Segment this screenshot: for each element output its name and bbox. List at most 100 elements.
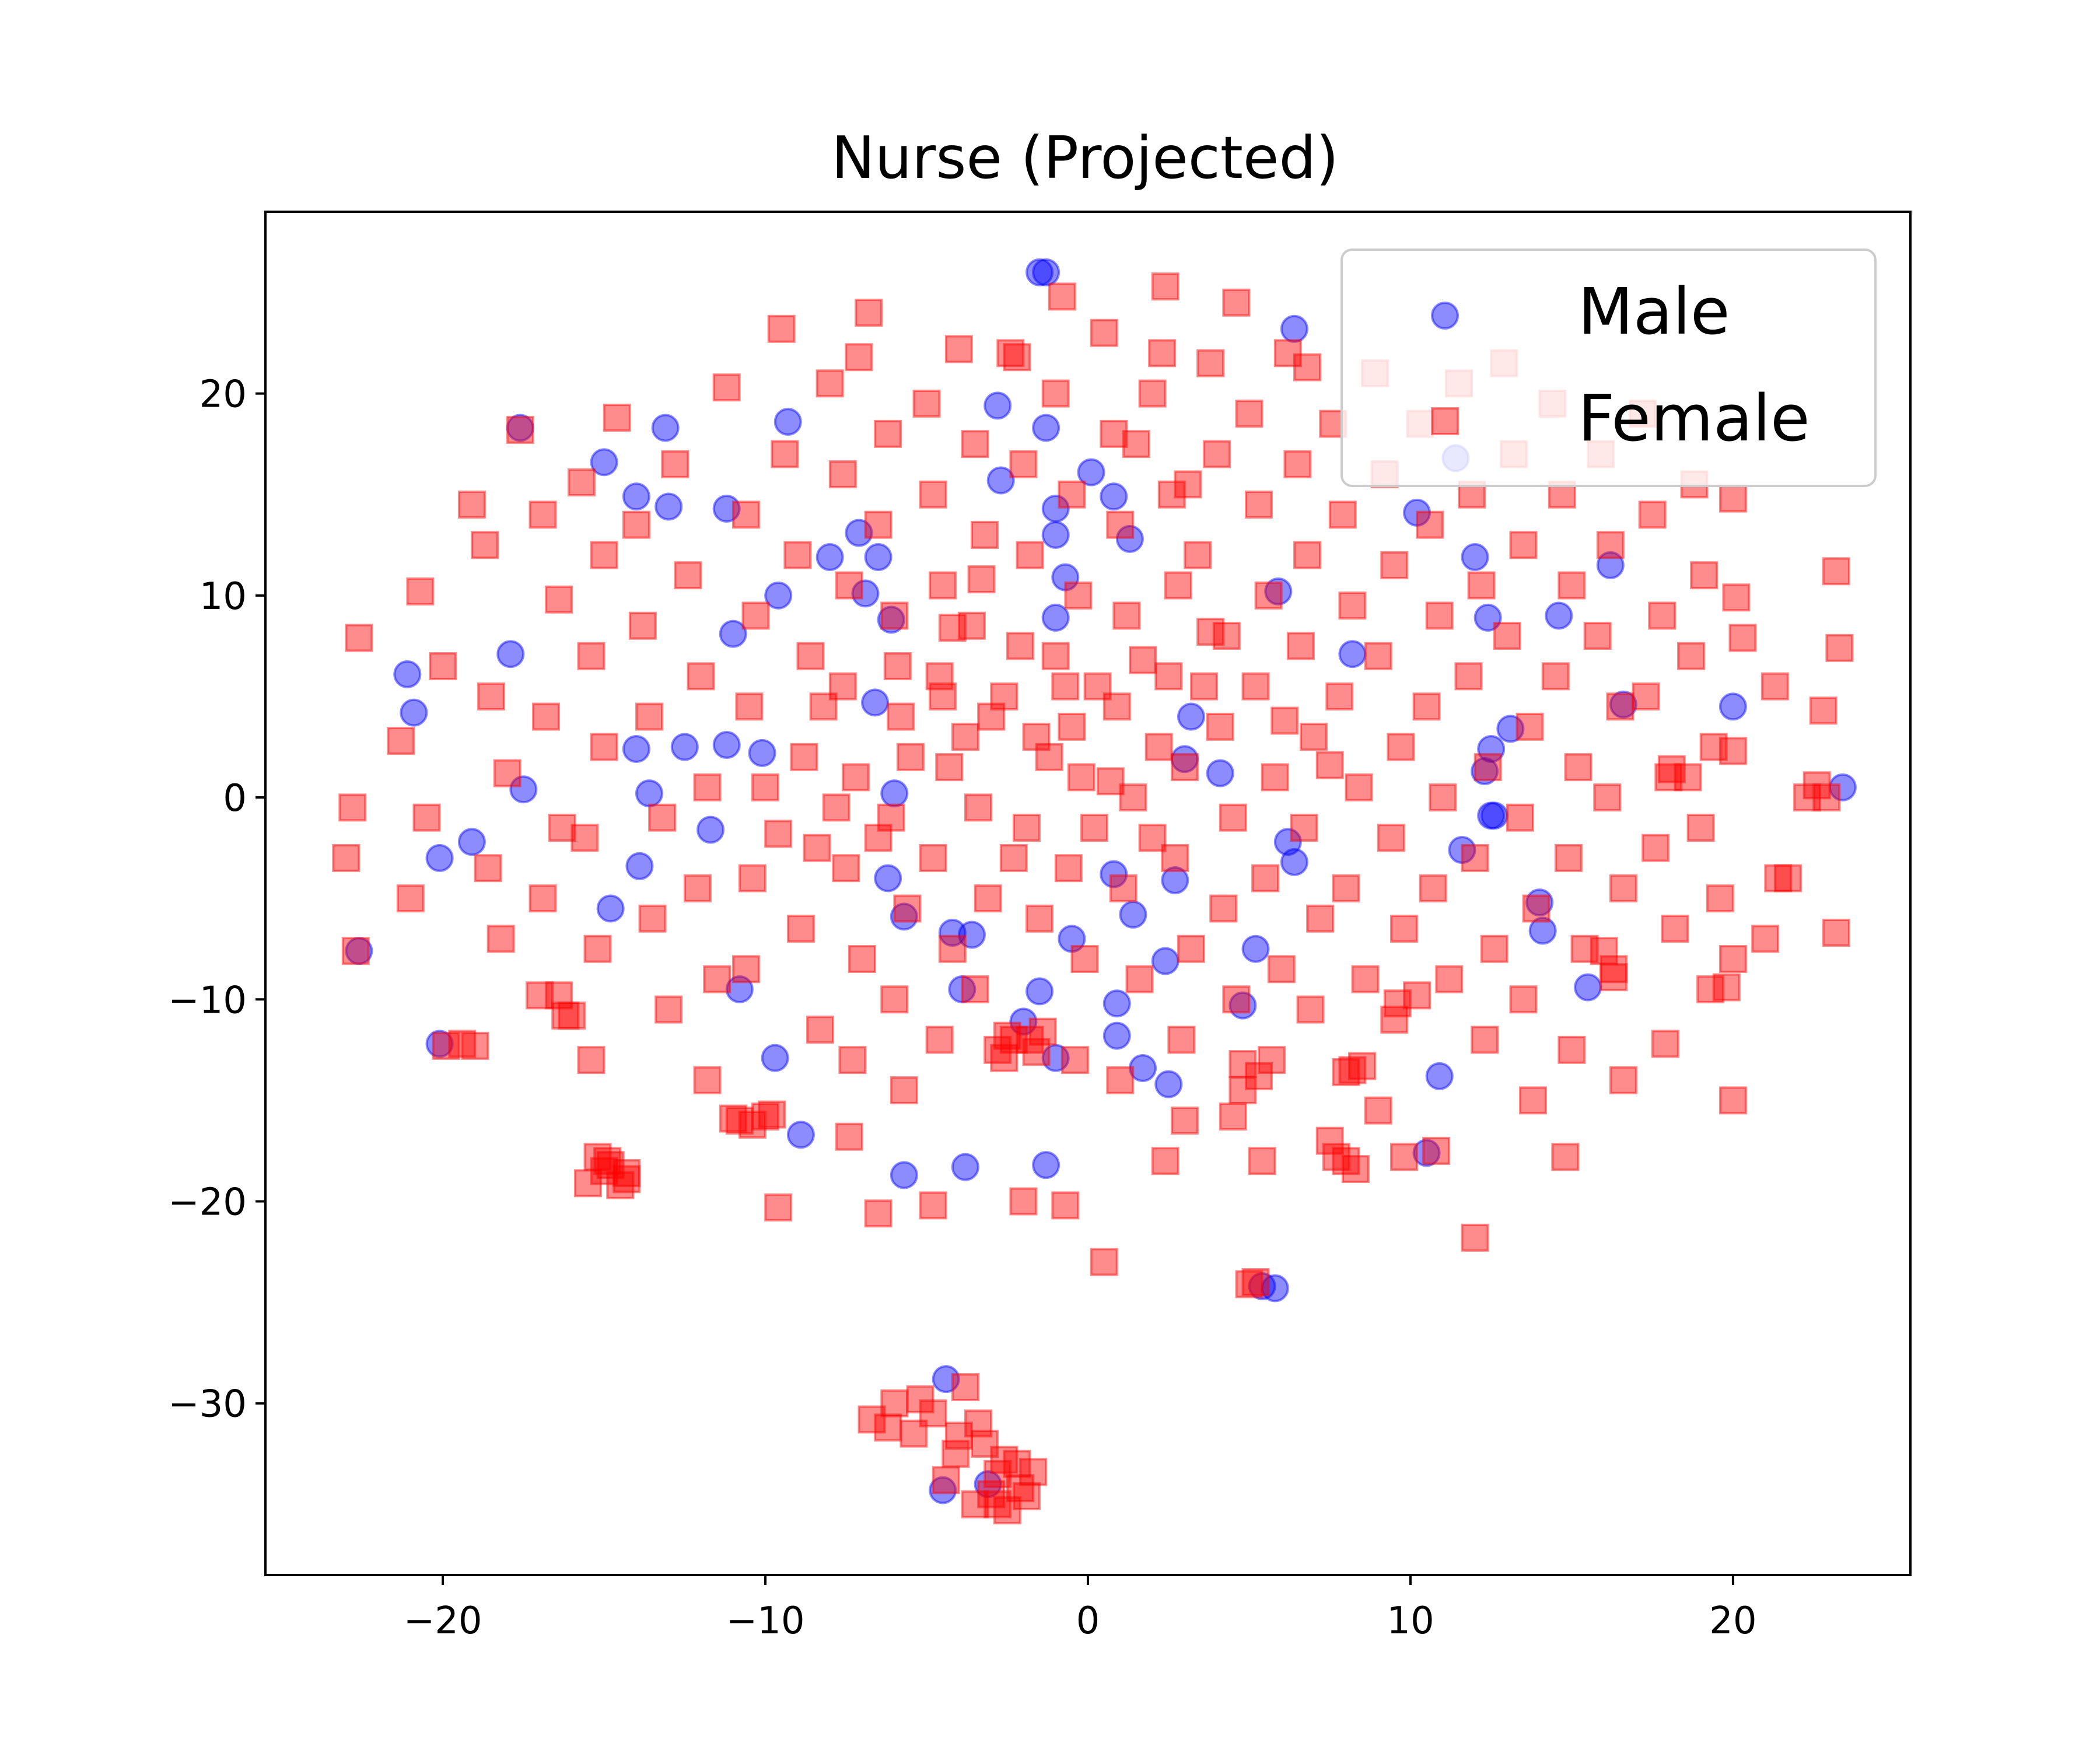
female-point-326 bbox=[432, 1031, 460, 1060]
female-point-86 bbox=[912, 389, 941, 418]
female-point-10 bbox=[471, 531, 499, 559]
female-point-284 bbox=[809, 692, 838, 721]
female-point-88 bbox=[929, 571, 957, 600]
female-point-244 bbox=[1648, 601, 1676, 630]
female-point-112 bbox=[1026, 904, 1054, 933]
female-point-158 bbox=[1219, 1102, 1247, 1131]
female-point-117 bbox=[1058, 480, 1086, 509]
legend-label-female: Female bbox=[1578, 381, 1810, 456]
male-point-88 bbox=[1129, 1054, 1157, 1082]
female-point-36 bbox=[628, 611, 657, 640]
female-point-110 bbox=[1022, 723, 1051, 751]
female-point-302 bbox=[1006, 1474, 1034, 1503]
female-point-127 bbox=[1106, 510, 1135, 539]
female-point-82 bbox=[893, 894, 922, 923]
female-point-296 bbox=[938, 614, 967, 642]
male-point-50 bbox=[635, 779, 663, 808]
female-point-172 bbox=[1293, 541, 1321, 569]
female-point-313 bbox=[990, 1446, 1019, 1474]
female-point-223 bbox=[1509, 985, 1538, 1014]
legend-marker-female bbox=[1431, 407, 1459, 435]
female-point-249 bbox=[1651, 1030, 1679, 1058]
female-point-150 bbox=[1196, 349, 1225, 377]
female-point-96 bbox=[961, 430, 989, 459]
female-point-198 bbox=[1390, 1143, 1418, 1171]
male-point-12 bbox=[622, 482, 650, 511]
female-point-331 bbox=[999, 1026, 1028, 1054]
female-point-115 bbox=[1041, 379, 1070, 408]
x-tick-label: 20 bbox=[1709, 1600, 1756, 1643]
male-point-16 bbox=[1403, 498, 1431, 527]
female-point-70 bbox=[841, 763, 870, 792]
male-point-46 bbox=[1496, 715, 1525, 743]
female-point-43 bbox=[687, 662, 715, 691]
y-tick-label: −30 bbox=[168, 1383, 247, 1426]
female-point-347 bbox=[1712, 973, 1741, 1002]
female-point-56 bbox=[751, 1102, 780, 1131]
female-point-220 bbox=[1516, 712, 1544, 741]
female-point-283 bbox=[896, 743, 925, 771]
male-point-59 bbox=[625, 852, 654, 880]
female-point-83 bbox=[880, 985, 909, 1014]
male-point-40 bbox=[861, 688, 890, 717]
legend-marker-male bbox=[1431, 302, 1459, 330]
male-point-83 bbox=[1009, 1007, 1038, 1036]
female-point-240 bbox=[1600, 955, 1628, 984]
male-point-77 bbox=[948, 975, 977, 1003]
female-point-277 bbox=[951, 723, 979, 751]
male-point-80 bbox=[1102, 989, 1131, 1018]
female-point-266 bbox=[1809, 696, 1838, 725]
female-point-32 bbox=[593, 1147, 622, 1175]
female-point-6 bbox=[429, 652, 457, 680]
female-point-29 bbox=[577, 1046, 606, 1074]
female-point-292 bbox=[822, 793, 850, 822]
female-point-169 bbox=[1241, 1268, 1270, 1296]
female-point-45 bbox=[683, 874, 712, 902]
male-point-96 bbox=[1248, 1272, 1276, 1300]
male-point-100 bbox=[974, 1470, 1002, 1499]
female-point-42 bbox=[674, 561, 702, 590]
female-point-2 bbox=[332, 844, 360, 872]
female-point-298 bbox=[919, 1399, 947, 1428]
female-point-317 bbox=[971, 1429, 999, 1458]
female-point-256 bbox=[1696, 975, 1725, 1003]
male-point-30 bbox=[877, 606, 905, 634]
female-point-81 bbox=[877, 803, 905, 832]
female-point-274 bbox=[1083, 672, 1112, 701]
female-point-116 bbox=[1048, 282, 1076, 311]
female-point-141 bbox=[1154, 662, 1183, 691]
male-point-2 bbox=[1280, 314, 1308, 343]
female-point-294 bbox=[764, 820, 793, 848]
female-point-34 bbox=[603, 404, 631, 432]
female-point-200 bbox=[1416, 510, 1444, 539]
male-point-92 bbox=[890, 1161, 918, 1189]
female-point-194 bbox=[1377, 824, 1405, 852]
female-point-334 bbox=[1028, 1017, 1057, 1046]
male-point-14 bbox=[712, 494, 741, 523]
female-point-175 bbox=[1290, 813, 1318, 842]
male-point-24 bbox=[1596, 551, 1625, 579]
female-point-231 bbox=[1570, 935, 1599, 963]
female-point-58 bbox=[771, 440, 799, 468]
female-point-341 bbox=[1228, 1050, 1257, 1079]
female-point-130 bbox=[1119, 783, 1147, 812]
female-point-136 bbox=[1138, 379, 1167, 408]
female-point-72 bbox=[848, 945, 876, 974]
male-point-34 bbox=[496, 640, 525, 668]
female-point-320 bbox=[573, 1169, 602, 1198]
male-point-1 bbox=[1032, 258, 1060, 286]
female-point-281 bbox=[929, 682, 957, 710]
male-point-17 bbox=[1100, 482, 1128, 511]
female-point-134 bbox=[1090, 1248, 1118, 1276]
female-point-53 bbox=[738, 864, 766, 892]
female-point-65 bbox=[764, 1193, 793, 1222]
female-point-289 bbox=[1138, 824, 1167, 852]
male-point-72 bbox=[1241, 935, 1270, 963]
female-point-236 bbox=[1583, 622, 1612, 650]
male-point-21 bbox=[1041, 520, 1070, 549]
male-point-36 bbox=[400, 698, 428, 727]
female-point-97 bbox=[971, 520, 999, 549]
y-tick-label: 10 bbox=[200, 575, 247, 618]
male-point-5 bbox=[651, 414, 680, 442]
male-point-22 bbox=[1115, 524, 1144, 553]
